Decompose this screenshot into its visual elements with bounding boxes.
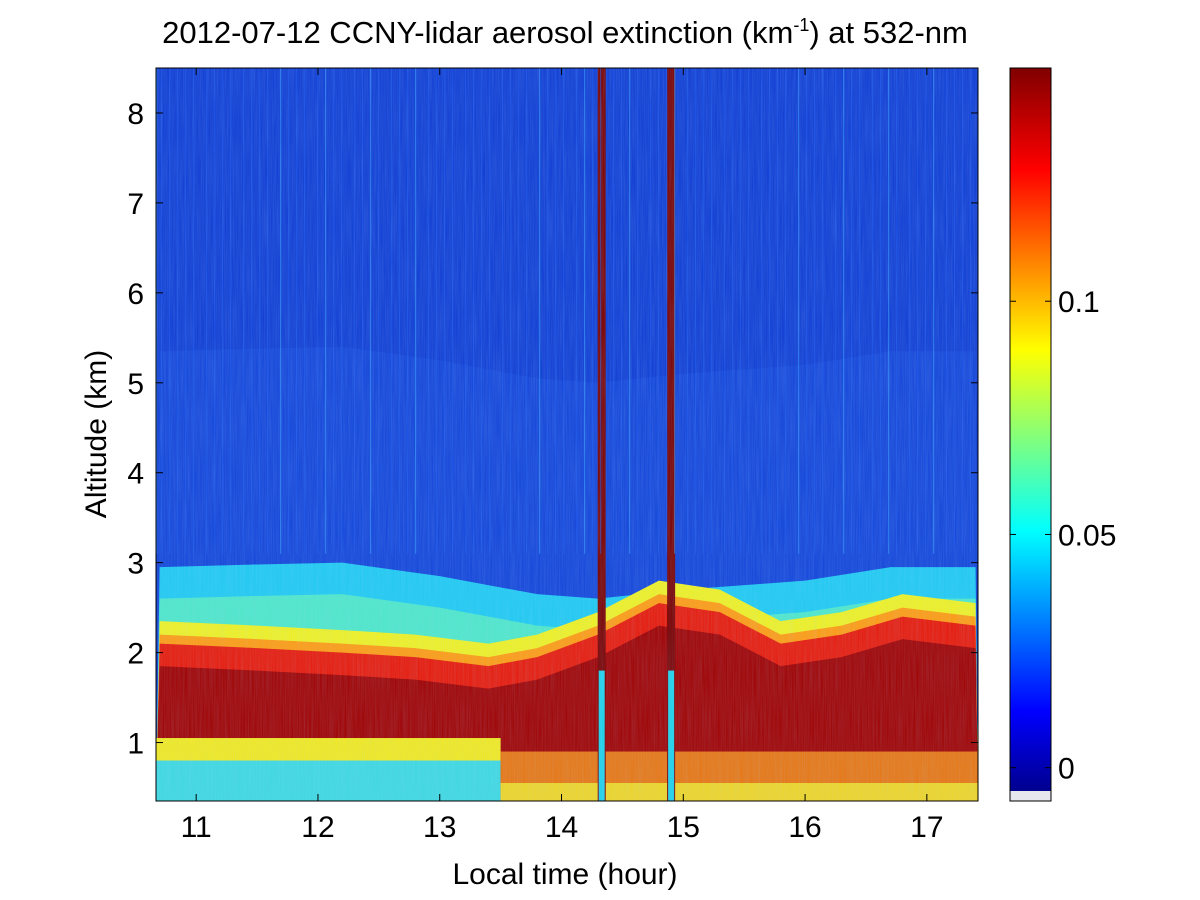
y-tick-label: 6 [127, 278, 144, 311]
y-tick-label: 5 [127, 368, 144, 401]
x-tick-label: 15 [667, 811, 700, 844]
y-axis-label: Altitude (km) [80, 350, 113, 518]
colorbar-tick-label: 0 [1058, 753, 1075, 786]
colorbar-underflow [1010, 791, 1051, 801]
colorbar-tick-label: 0.1 [1058, 286, 1100, 319]
x-tick-label: 16 [788, 811, 821, 844]
x-tick-label: 13 [423, 811, 456, 844]
colorbar-frame [1009, 67, 1052, 802]
x-axis-label: Local time (hour) [452, 858, 677, 891]
y-tick-label: 1 [127, 728, 144, 761]
y-tick-label: 2 [127, 638, 144, 671]
y-tick-label: 3 [127, 548, 144, 581]
x-tick-label: 17 [910, 811, 943, 844]
x-tick-label: 14 [545, 811, 578, 844]
x-tick-label: 11 [181, 811, 212, 844]
plot-frame [155, 67, 979, 802]
heatmap-plot-area [156, 68, 978, 801]
x-tick-label: 12 [301, 811, 334, 844]
y-tick-label: 7 [127, 188, 144, 221]
colorbar: 0 0.05 0.1 [1009, 67, 1116, 802]
colorbar-gradient [1010, 68, 1051, 791]
colorbar-tick-label: 0.05 [1058, 519, 1116, 552]
y-tick-label: 8 [127, 98, 144, 131]
y-tick-label: 4 [127, 458, 144, 491]
chart-title: 2012-07-12 CCNY-lidar aerosol extinction… [162, 15, 968, 50]
heatmap-grain [156, 68, 978, 801]
